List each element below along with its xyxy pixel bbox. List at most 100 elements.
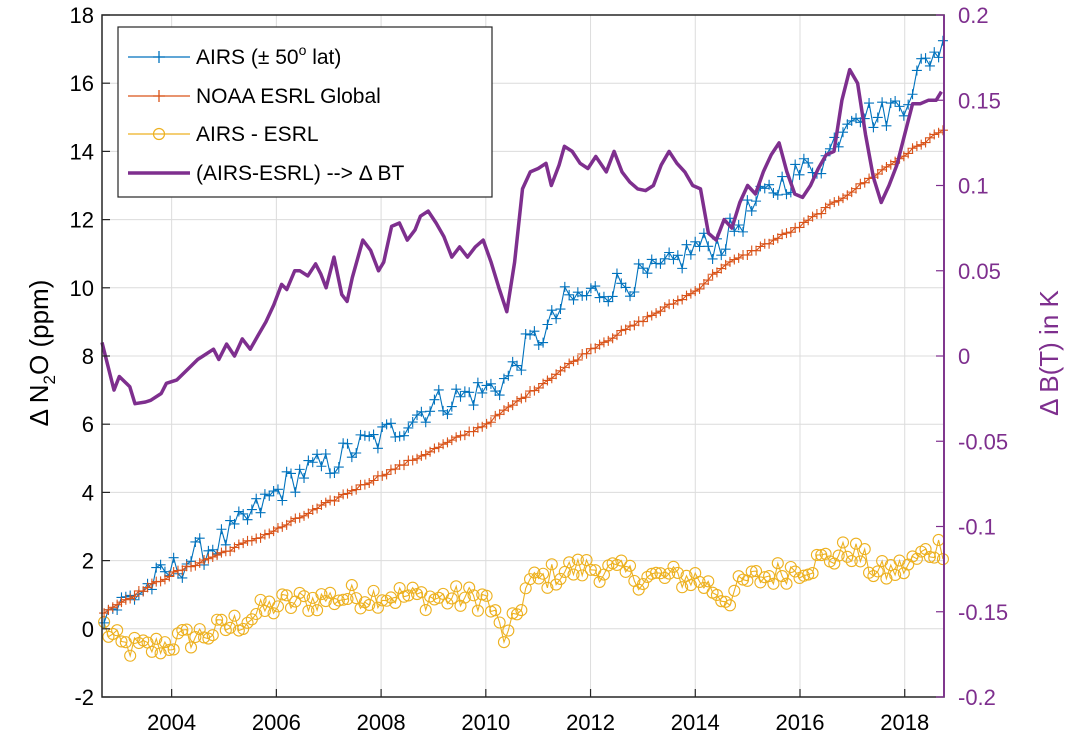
data-point bbox=[351, 447, 362, 458]
data-point bbox=[668, 254, 679, 265]
data-point bbox=[532, 572, 545, 585]
data-point bbox=[924, 60, 935, 71]
left-tick-label: 12 bbox=[70, 208, 94, 233]
data-point bbox=[533, 382, 544, 393]
svg-text:AIRS (± 50o lat): AIRS (± 50o lat) bbox=[196, 42, 341, 69]
data-point bbox=[429, 394, 440, 405]
data-point bbox=[863, 566, 876, 579]
data-point bbox=[277, 521, 288, 532]
data-point bbox=[506, 607, 519, 620]
data-point bbox=[255, 507, 266, 518]
data-point bbox=[167, 643, 180, 656]
data-point bbox=[590, 281, 601, 292]
data-point bbox=[233, 506, 244, 517]
legend-item-noaa: NOAA ESRL Global bbox=[128, 85, 381, 108]
data-point bbox=[654, 567, 667, 580]
data-point bbox=[329, 467, 340, 478]
data-point bbox=[425, 406, 436, 417]
data-point bbox=[246, 535, 257, 546]
data-point bbox=[593, 575, 606, 588]
data-point bbox=[507, 400, 518, 411]
data-point bbox=[520, 392, 531, 403]
right-tick-label: 0 bbox=[958, 344, 970, 369]
data-point bbox=[889, 568, 902, 582]
data-point bbox=[498, 373, 509, 384]
data-point bbox=[833, 195, 844, 206]
data-point bbox=[546, 305, 557, 316]
data-point bbox=[736, 573, 750, 586]
data-point bbox=[698, 278, 709, 289]
data-point bbox=[320, 449, 331, 460]
data-point bbox=[238, 538, 249, 549]
data-point bbox=[294, 464, 305, 475]
left-tick-label: 2 bbox=[82, 549, 94, 574]
data-point bbox=[251, 493, 262, 504]
data-point bbox=[929, 47, 940, 58]
data-point bbox=[342, 438, 353, 449]
data-point bbox=[455, 430, 466, 441]
data-point bbox=[625, 291, 636, 302]
data-point bbox=[467, 589, 480, 602]
data-point bbox=[933, 52, 944, 63]
data-point bbox=[542, 375, 553, 386]
data-point bbox=[854, 555, 867, 568]
data-point bbox=[242, 514, 253, 525]
data-point bbox=[685, 249, 696, 260]
data-point bbox=[419, 603, 432, 617]
data-point bbox=[659, 253, 670, 264]
data-point bbox=[907, 143, 918, 154]
data-point bbox=[529, 326, 540, 337]
data-point bbox=[580, 553, 593, 567]
data-point bbox=[755, 241, 766, 252]
data-point bbox=[215, 613, 228, 626]
data-point bbox=[154, 647, 167, 660]
data-point bbox=[729, 254, 740, 265]
data-point bbox=[381, 469, 392, 480]
data-point bbox=[446, 401, 457, 412]
x-tick-label: 2018 bbox=[880, 710, 929, 735]
data-point bbox=[311, 604, 324, 617]
data-point bbox=[681, 239, 692, 250]
data-point bbox=[742, 250, 753, 261]
data-point bbox=[180, 623, 193, 636]
data-point bbox=[442, 409, 453, 420]
x-tick-label: 2010 bbox=[461, 710, 510, 735]
data-point bbox=[111, 624, 124, 637]
data-point bbox=[194, 533, 205, 544]
data-point bbox=[281, 466, 292, 477]
data-point bbox=[325, 495, 336, 506]
data-point bbox=[623, 559, 637, 572]
data-point bbox=[445, 592, 458, 605]
series-2 bbox=[98, 533, 950, 662]
data-point bbox=[385, 418, 396, 429]
left-tick-label: 6 bbox=[82, 412, 94, 437]
data-point bbox=[397, 590, 411, 603]
data-point bbox=[768, 235, 779, 246]
data-point bbox=[685, 288, 696, 299]
series-line bbox=[103, 40, 944, 624]
left-tick-label: 18 bbox=[70, 3, 94, 28]
data-point bbox=[658, 571, 671, 585]
right-axis-label: Δ B(T) in K bbox=[1034, 289, 1064, 415]
data-point bbox=[750, 565, 763, 578]
right-tick-label: -0.2 bbox=[958, 685, 996, 710]
data-point bbox=[564, 358, 575, 369]
left-tick-label: 0 bbox=[82, 617, 94, 642]
svg-text:(AIRS-ESRL) --> Δ BT: (AIRS-ESRL) --> Δ BT bbox=[196, 162, 404, 185]
data-point bbox=[898, 110, 909, 121]
data-point bbox=[455, 391, 466, 402]
plus-marker-icon bbox=[153, 51, 165, 63]
data-point bbox=[124, 649, 137, 662]
data-point bbox=[937, 35, 948, 46]
data-point bbox=[485, 378, 496, 389]
data-point bbox=[911, 141, 922, 152]
data-point bbox=[259, 529, 270, 540]
data-point bbox=[368, 475, 379, 486]
data-point bbox=[512, 360, 523, 371]
data-point bbox=[333, 462, 344, 473]
data-point bbox=[567, 568, 580, 581]
data-point bbox=[581, 290, 592, 301]
data-point bbox=[885, 98, 896, 109]
data-point bbox=[824, 199, 835, 210]
x-tick-label: 2012 bbox=[566, 710, 615, 735]
